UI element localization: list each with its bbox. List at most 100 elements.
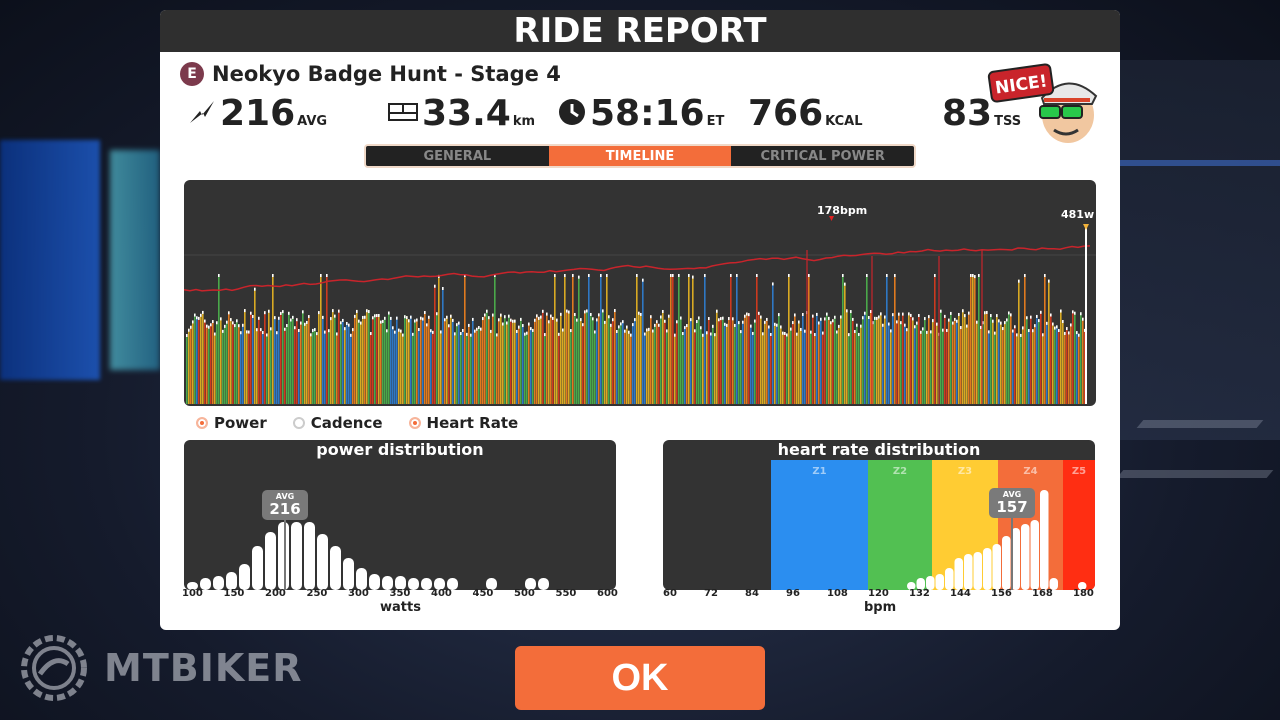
power-bar-tip (214, 332, 216, 336)
power-bar-tip (340, 321, 342, 325)
power-bar (308, 315, 310, 404)
power-bar-tip (864, 311, 866, 315)
power-bar-tip (1002, 327, 1004, 331)
power-bar-tip (992, 319, 994, 323)
power-bar-tip (378, 313, 380, 317)
power-bar (974, 275, 976, 404)
power-bar-tip (904, 323, 906, 327)
power-bar-tip (940, 309, 942, 313)
power-bar-tip (540, 315, 542, 319)
power-bar (734, 323, 736, 404)
power-bar-tip (314, 328, 316, 332)
power-bar (472, 317, 474, 404)
power-bar-tip (736, 274, 738, 277)
tab-timeline[interactable]: TIMELINE (548, 146, 732, 166)
power-bar-tip (480, 327, 482, 331)
heart-rate-toggle[interactable] (408, 417, 421, 429)
power-bar-tip (764, 320, 766, 324)
ok-button[interactable]: OK (515, 646, 765, 710)
power-bar-tip (476, 327, 478, 331)
power-bar-tip (932, 319, 934, 323)
tab-general[interactable]: GENERAL (423, 148, 492, 164)
power-bar-tip (358, 319, 360, 323)
power-bar (526, 331, 528, 404)
power-bar-tip (578, 275, 580, 279)
power-bar-tip (552, 316, 554, 320)
power-bar-tip (794, 313, 796, 317)
power-bar (306, 320, 308, 404)
power-bar-tip (1052, 322, 1054, 326)
power-bar-tip (560, 312, 562, 316)
power-bar-tip (500, 313, 502, 317)
power-bar (352, 328, 354, 404)
power-distribution-bar (421, 578, 432, 590)
power-distribution-bar (278, 522, 289, 590)
hr-peak-marker (829, 216, 834, 221)
power-bar-tip (434, 284, 436, 288)
power-bar (312, 328, 314, 404)
power-bar-tip (628, 330, 630, 334)
power-bar-tip (796, 332, 798, 336)
power-bar (770, 332, 772, 404)
power-bar (356, 309, 358, 404)
power-bar (572, 274, 574, 404)
cadence-toggle[interactable] (292, 417, 305, 429)
legend-cadence[interactable]: Cadence (292, 414, 383, 432)
power-bar (972, 274, 974, 404)
hr-distribution-bar (1040, 490, 1049, 590)
hr-axis-title: bpm (864, 600, 897, 615)
power-bar-tip (212, 320, 214, 324)
power-bar-tip (840, 315, 842, 319)
power-bar (710, 332, 712, 404)
power-bar (464, 274, 466, 404)
power-bar (1024, 274, 1026, 404)
power-bar (848, 333, 850, 404)
power-bar-tip (302, 310, 304, 314)
power-bar-tip (710, 332, 712, 336)
power-bar-tip (1084, 328, 1086, 332)
power-bar-tip (1022, 326, 1024, 330)
power-bar-tip (756, 274, 758, 277)
power-bar (338, 309, 340, 404)
timeline-chart[interactable]: 178bpm 481w (184, 180, 1096, 406)
power-bar (904, 323, 906, 404)
power-bar-tip (738, 321, 740, 325)
hr-distribution-plot: Z1 Z2 Z3 Z4 Z5 (771, 460, 1095, 590)
power-bar (1046, 321, 1048, 404)
power-bar-tip (968, 311, 970, 315)
power-bar-tip (1044, 274, 1046, 277)
power-bar-tip (662, 309, 664, 313)
nice-mascot-icon: NICE! (982, 60, 1102, 150)
hr-distribution-bar (926, 576, 935, 590)
power-bar (814, 333, 816, 404)
power-bar-tip (802, 312, 804, 316)
power-bar-tip (688, 274, 690, 277)
tab-critical-power[interactable]: CRITICAL POWER (760, 148, 885, 164)
power-bar (1014, 325, 1016, 404)
power-toggle[interactable] (196, 417, 208, 429)
legend-power[interactable]: Power (196, 414, 267, 432)
power-bar-tip (196, 316, 198, 320)
power-bar-tip (870, 310, 872, 314)
avg-power-value: 216 (220, 93, 296, 134)
power-bar-tip (386, 329, 388, 333)
power-bar-tip (320, 274, 322, 277)
power-bar (1066, 327, 1068, 404)
power-bar (434, 284, 436, 404)
power-bar-tip (598, 313, 600, 317)
power-bar-tip (776, 323, 778, 327)
power-bar (630, 333, 632, 404)
power-bar-tip (878, 315, 880, 319)
power-bar-tip (582, 323, 584, 327)
power-bar-tip (222, 329, 224, 333)
power-bar-tip (478, 326, 480, 330)
power-distribution-bar (304, 522, 315, 590)
power-bar-tip (642, 278, 644, 282)
background-road-marking (1116, 470, 1274, 478)
power-bar-tip (284, 327, 286, 331)
legend-heart-rate[interactable]: Heart Rate (408, 414, 518, 432)
power-bar (794, 313, 796, 404)
power-bar (784, 331, 786, 404)
power-bar (310, 333, 312, 404)
power-bar (516, 329, 518, 404)
